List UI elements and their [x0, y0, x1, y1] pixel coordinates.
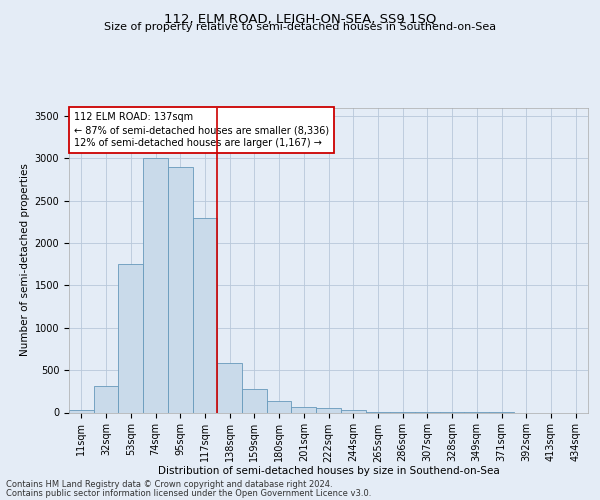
X-axis label: Distribution of semi-detached houses by size in Southend-on-Sea: Distribution of semi-detached houses by …	[158, 466, 499, 476]
Bar	[193, 218, 217, 412]
Bar	[292, 406, 316, 412]
Bar	[316, 408, 341, 412]
Text: Size of property relative to semi-detached houses in Southend-on-Sea: Size of property relative to semi-detach…	[104, 22, 496, 32]
Bar	[94, 386, 118, 412]
Bar	[267, 402, 292, 412]
Text: 112, ELM ROAD, LEIGH-ON-SEA, SS9 1SQ: 112, ELM ROAD, LEIGH-ON-SEA, SS9 1SQ	[164, 12, 436, 26]
Bar	[143, 158, 168, 412]
Bar	[118, 264, 143, 412]
Bar	[341, 410, 365, 412]
Text: Contains public sector information licensed under the Open Government Licence v3: Contains public sector information licen…	[6, 489, 371, 498]
Text: Contains HM Land Registry data © Crown copyright and database right 2024.: Contains HM Land Registry data © Crown c…	[6, 480, 332, 489]
Bar	[242, 389, 267, 412]
Text: 112 ELM ROAD: 137sqm
← 87% of semi-detached houses are smaller (8,336)
12% of se: 112 ELM ROAD: 137sqm ← 87% of semi-detac…	[74, 112, 329, 148]
Bar	[217, 362, 242, 412]
Bar	[69, 410, 94, 412]
Y-axis label: Number of semi-detached properties: Number of semi-detached properties	[20, 164, 31, 356]
Bar	[168, 167, 193, 412]
